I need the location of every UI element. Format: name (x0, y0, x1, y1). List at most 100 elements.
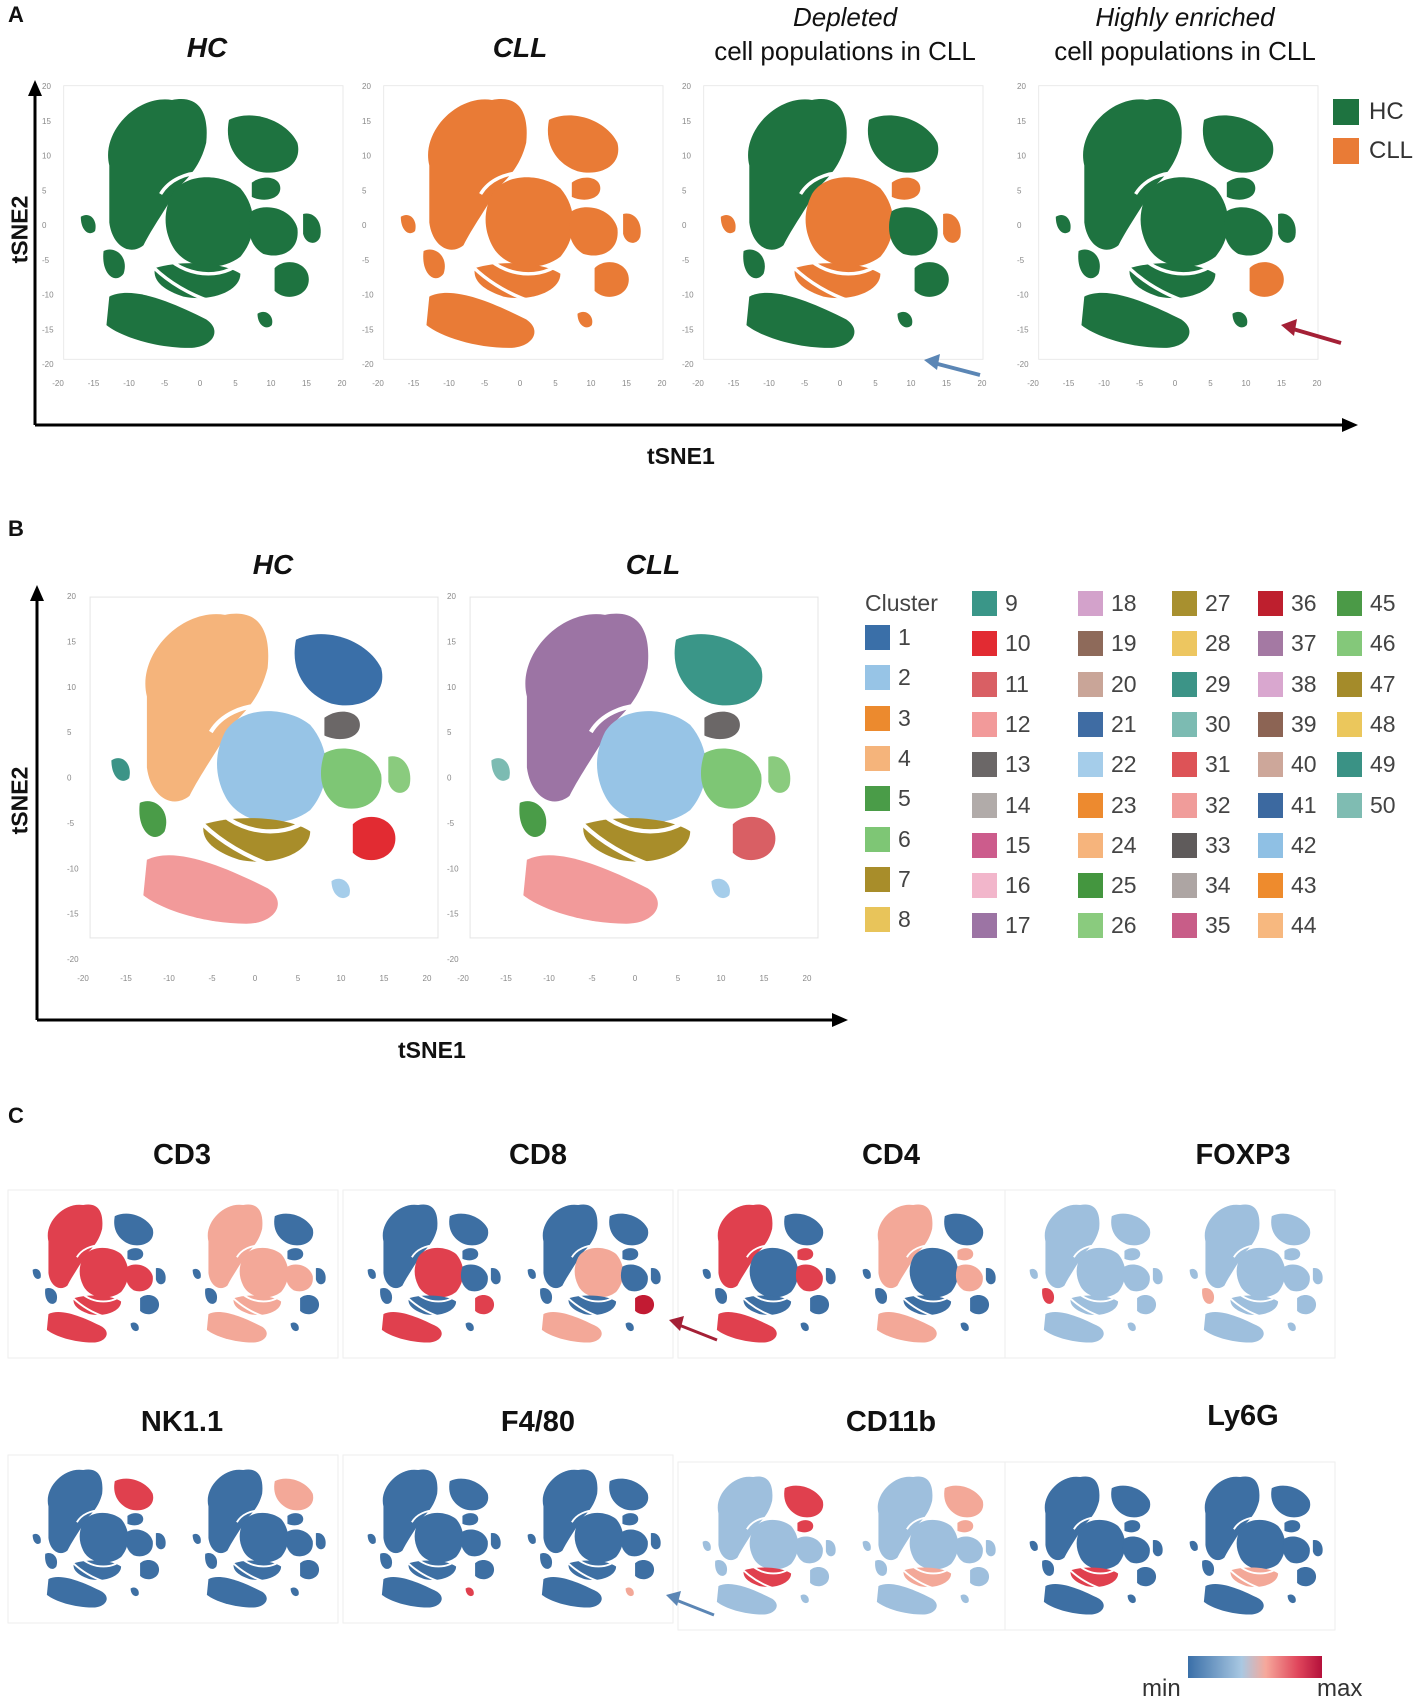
marker-heatmap (7, 1189, 339, 1359)
cluster-swatch (1258, 832, 1283, 858)
tsne-island-bottom-left (541, 1312, 602, 1343)
blue-arrow (924, 354, 981, 377)
cluster-legend-item: 47 (1337, 671, 1396, 698)
cd8-red-arrow (669, 1316, 718, 1342)
tsne-island-dark-blob (1124, 1248, 1141, 1261)
x-tick-label: 10 (1242, 379, 1251, 388)
tsne-island-left-mid (715, 1287, 728, 1304)
cluster-legend-item: 34 (1172, 872, 1231, 899)
cluster-swatch (1258, 671, 1283, 697)
y-tick-label: 10 (682, 152, 691, 161)
tsne-island-left-mid (1042, 1559, 1055, 1576)
y-tick-label: 15 (67, 637, 76, 646)
cluster-swatch (1172, 752, 1197, 778)
tsne-island-right-mid (620, 1529, 648, 1557)
cluster-label: 48 (1370, 710, 1396, 737)
cluster-label: 21 (1111, 710, 1137, 737)
tsne-island-top-right (449, 1213, 489, 1246)
tsne-island-right-mid (285, 1264, 313, 1292)
tsne-island-right-edge (985, 1540, 996, 1557)
tsne-island-lower-right (914, 262, 949, 297)
tsne-island-big-left (382, 1204, 438, 1289)
cluster-legend-item: 16 (972, 872, 1031, 899)
tsne-island-dark-blob (957, 1248, 974, 1261)
cluster-label: 36 (1291, 590, 1317, 616)
tsne-island-lower-right (594, 262, 629, 297)
x-tick-label: -15 (1063, 379, 1075, 388)
tsne-island-right-mid (460, 1529, 488, 1557)
panel-b-cll-title: CLL (625, 549, 681, 580)
cluster-swatch (865, 705, 890, 731)
tsne-island-tail-br (465, 1587, 474, 1597)
cluster-legend-item: 44 (1258, 912, 1317, 939)
tsne-island-top-right (784, 1485, 824, 1518)
x-tick-label: 5 (233, 379, 238, 388)
tsne-island-dark-blob (957, 1520, 974, 1533)
tsne-island-center (79, 1512, 129, 1563)
y-tick-label: -10 (447, 864, 459, 873)
tsne-island-lower-right (1137, 1294, 1157, 1315)
cluster-label: 1 (898, 624, 911, 650)
cluster-label: 29 (1205, 670, 1231, 697)
x-tick-label: 20 (423, 974, 432, 983)
cluster-label: 44 (1291, 912, 1317, 939)
tsne-island-left-mid (380, 1552, 393, 1569)
cluster-label: 8 (898, 906, 911, 933)
tsne-island-right-mid (1282, 1264, 1310, 1292)
y-tick-label: -10 (42, 291, 54, 300)
tsne-island-top-right (944, 1213, 984, 1246)
tsne-island-dark-blob (251, 177, 281, 200)
cluster-legend-item: 50 (1337, 792, 1396, 819)
tsne-island-lower-right (810, 1294, 830, 1315)
legend-hc: HC (1333, 98, 1404, 126)
cluster-legend-item: 11 (972, 671, 1029, 698)
y-tick-label: -20 (682, 360, 694, 369)
tsne-island-dark-blob (704, 711, 740, 740)
tsne-island-right-mid (795, 1264, 823, 1292)
tsne-island-right-mid (320, 748, 382, 809)
tsne-island-dark-blob (891, 177, 921, 200)
cluster-legend-item: 48 (1337, 711, 1396, 738)
cluster-swatch (865, 625, 890, 650)
cluster-legend-item: 20 (1078, 671, 1137, 698)
y-tick-label: -5 (42, 256, 50, 265)
tsne-island-big-left (1044, 1476, 1100, 1561)
tsne-island-dark-blob (1124, 1520, 1141, 1533)
tsne-island-top-right (1271, 1485, 1311, 1518)
cluster-legend-item: 28 (1172, 630, 1231, 657)
y-tick-label: 20 (42, 82, 51, 91)
panel-b-plot-cll: -20 -15 -10 -5 0 5 10 15 20 20 15 10 5 0 -5 -10 -15 -20 (447, 592, 819, 983)
y-tick-label: -15 (42, 325, 54, 334)
tsne-island-left-small (1029, 1268, 1038, 1279)
y-tick-label: 20 (1017, 82, 1026, 91)
tsne-island-right-edge (825, 1268, 836, 1285)
cluster-swatch (972, 752, 997, 778)
cluster-swatch (1078, 711, 1103, 737)
panel-a-plot-cll: -20 -15 -10 -5 0 5 10 15 20 20 15 10 5 0 -5 -10 -15 -20 (362, 82, 667, 388)
tsne-island-right-mid (889, 207, 938, 256)
cluster-swatch (1078, 631, 1103, 657)
tsne-island-right-edge (315, 1533, 326, 1550)
y-tick-label: 0 (362, 221, 367, 230)
tsne-island-dark-blob (127, 1513, 144, 1526)
cluster-swatch (1337, 711, 1362, 737)
tsne-island-tail-br (130, 1587, 139, 1597)
tsne-island-right-mid (285, 1529, 313, 1557)
tsne-island-left-small (527, 1268, 536, 1279)
cluster-legend-item: 35 (1172, 912, 1231, 939)
cluster-swatch (972, 792, 997, 818)
tsne-island-left-mid (1042, 1287, 1055, 1304)
cluster-label: 19 (1111, 630, 1137, 657)
tsne-island-big-left (207, 1469, 263, 1554)
tsne-island-big-left (717, 1204, 773, 1289)
tsne-island-bottom-left (716, 1584, 777, 1615)
cluster-swatch (972, 873, 997, 899)
tsne-island-lower-right (1297, 1294, 1317, 1315)
cluster-label: 9 (1005, 590, 1018, 616)
tsne-island-dark-blob (1226, 177, 1256, 200)
tsne-island-right-edge (1152, 1268, 1163, 1285)
tsne-island-top-right (114, 1213, 154, 1246)
cluster-legend-item: 25 (1078, 872, 1137, 899)
y-tick-label: 15 (447, 637, 456, 646)
x-tick-label: -20 (77, 974, 89, 983)
